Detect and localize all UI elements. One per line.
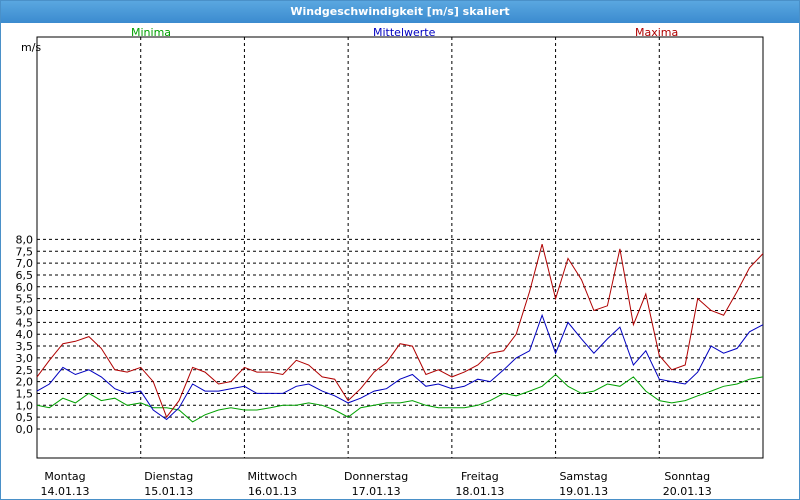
y-tick-label: 5,5 <box>16 293 34 306</box>
series-lines <box>36 243 764 423</box>
x-day-label: Donnerstag <box>344 470 408 483</box>
x-day-label: Freitag <box>461 470 499 483</box>
y-tick-label: 1,5 <box>16 387 34 400</box>
y-tick-label: 0,0 <box>16 423 34 436</box>
x-date-label: 17.01.13 <box>352 485 401 498</box>
y-tick-label: 8,0 <box>16 233 34 246</box>
y-tick-label: 6,5 <box>16 269 34 282</box>
x-day-label: Mittwoch <box>247 470 297 483</box>
series-line-minima <box>36 373 764 423</box>
series-line-maxima <box>36 243 764 419</box>
y-tick-label: 2,0 <box>16 376 34 389</box>
y-tick-label: 7,5 <box>16 245 34 258</box>
y-tick-label: 4,5 <box>16 316 34 329</box>
x-date-label: 16.01.13 <box>248 485 297 498</box>
plot-frame <box>36 36 764 459</box>
x-day-label: Montag <box>44 470 85 483</box>
y-tick-label: 6,0 <box>16 281 34 294</box>
x-date-label: 15.01.13 <box>144 485 193 498</box>
y-tick-label: 0,5 <box>16 411 34 424</box>
legend-mittelwerte: Mittelwerte <box>373 26 436 39</box>
x-day-label: Samstag <box>559 470 607 483</box>
y-axis-unit: m/s <box>21 41 41 54</box>
x-day-label: Dienstag <box>144 470 193 483</box>
y-tick-label: 3,0 <box>16 352 34 365</box>
y-tick-label: 1,0 <box>16 399 34 412</box>
x-date-label: 18.01.13 <box>455 485 504 498</box>
y-tick-label: 7,0 <box>16 257 34 270</box>
legend-minima: Minima <box>131 26 171 39</box>
x-date-label: 20.01.13 <box>663 485 712 498</box>
x-date-label: 14.01.13 <box>41 485 90 498</box>
window-title: Windgeschwindigkeit [m/s] skaliert <box>1 1 799 23</box>
series-line-mittelwerte <box>36 313 764 421</box>
x-day-label: Sonntag <box>664 470 710 483</box>
y-tick-labels: 0,00,51,01,52,02,53,03,54,04,55,05,56,06… <box>16 233 34 436</box>
y-tick-label: 5,0 <box>16 305 34 318</box>
y-tick-label: 3,5 <box>16 340 34 353</box>
y-tick-label: 4,0 <box>16 328 34 341</box>
legend-maxima: Maxima <box>635 26 678 39</box>
x-day-labels: Montag 14.01.13 Dienstag 15.01.13 Mittwoch 16… <box>41 470 712 498</box>
y-tick-label: 2,5 <box>16 364 34 377</box>
x-date-label: 19.01.13 <box>559 485 608 498</box>
